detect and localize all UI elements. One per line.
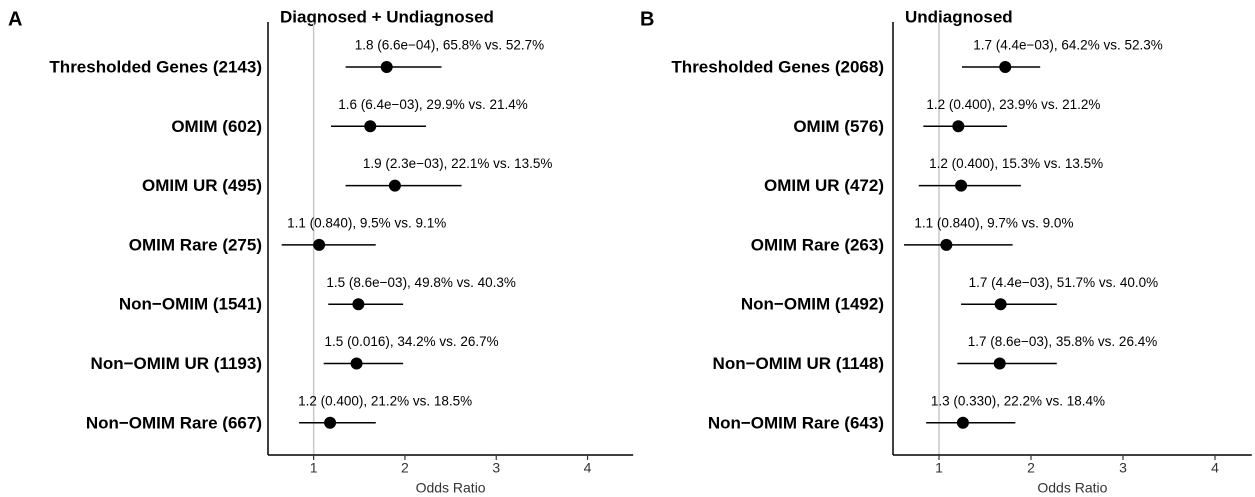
point bbox=[940, 238, 953, 251]
x-tick-label: 3 bbox=[492, 460, 500, 476]
value-label: 1.3 (0.330), 22.2% vs. 18.4% bbox=[931, 393, 1105, 408]
panel-label: A bbox=[8, 8, 22, 30]
value-label: 1.1 (0.840), 9.7% vs. 9.0% bbox=[914, 215, 1073, 230]
value-label: 1.5 (8.6e−03), 49.8% vs. 40.3% bbox=[326, 275, 515, 290]
point bbox=[955, 179, 968, 192]
category-label: OMIM Rare (275) bbox=[129, 235, 262, 254]
x-axis-label: Odds Ratio bbox=[416, 480, 486, 496]
value-label: 1.7 (8.6e−03), 35.8% vs. 26.4% bbox=[968, 334, 1158, 349]
category-label: OMIM UR (495) bbox=[142, 176, 262, 195]
category-label: Thresholded Genes (2143) bbox=[49, 57, 262, 76]
value-label: 1.2 (0.400), 23.9% vs. 21.2% bbox=[926, 97, 1100, 112]
x-tick-label: 3 bbox=[1119, 460, 1127, 476]
value-label: 1.2 (0.400), 15.3% vs. 13.5% bbox=[929, 156, 1103, 171]
x-tick-label: 2 bbox=[1027, 460, 1035, 476]
point bbox=[380, 61, 393, 73]
value-label: 1.2 (0.400), 21.2% vs. 18.5% bbox=[298, 393, 472, 408]
category-label: OMIM (576) bbox=[793, 117, 884, 136]
point bbox=[324, 416, 337, 429]
point bbox=[999, 61, 1012, 73]
value-label: 1.9 (2.3e−03), 22.1% vs. 13.5% bbox=[363, 156, 552, 171]
point bbox=[350, 357, 363, 370]
category-label: Thresholded Genes (2068) bbox=[671, 57, 884, 76]
point bbox=[313, 238, 326, 251]
category-label: Non−OMIM UR (1148) bbox=[713, 354, 884, 373]
category-label: Non−OMIM UR (1193) bbox=[91, 354, 262, 373]
category-label: Non−OMIM (1492) bbox=[741, 295, 884, 314]
panel-title: Undiagnosed bbox=[905, 7, 1013, 26]
category-label: Non−OMIM Rare (643) bbox=[708, 413, 884, 432]
value-label: 1.1 (0.840), 9.5% vs. 9.1% bbox=[287, 215, 446, 230]
panel-title: Diagnosed + Undiagnosed bbox=[280, 7, 494, 26]
panel-label: B bbox=[640, 8, 654, 30]
value-label: 1.5 (0.016), 34.2% vs. 26.7% bbox=[325, 334, 499, 349]
point bbox=[994, 298, 1007, 311]
point bbox=[352, 298, 365, 311]
category-label: OMIM (602) bbox=[171, 117, 262, 136]
point bbox=[364, 120, 377, 133]
point bbox=[952, 120, 965, 133]
x-tick-label: 1 bbox=[935, 460, 943, 476]
value-label: 1.7 (4.4e−03), 51.7% vs. 40.0% bbox=[969, 275, 1159, 290]
value-label: 1.8 (6.6e−04), 65.8% vs. 52.7% bbox=[355, 38, 545, 53]
x-tick-label: 2 bbox=[401, 460, 409, 476]
category-label: Non−OMIM Rare (667) bbox=[86, 413, 262, 432]
x-tick-label: 4 bbox=[584, 460, 592, 476]
x-tick-label: 1 bbox=[310, 460, 318, 476]
value-label: 1.7 (4.4e−03), 64.2% vs. 52.3% bbox=[973, 38, 1163, 53]
point bbox=[388, 179, 401, 192]
point bbox=[956, 416, 969, 429]
value-label: 1.6 (6.4e−03), 29.9% vs. 21.4% bbox=[338, 97, 527, 112]
category-label: Non−OMIM (1541) bbox=[119, 295, 262, 314]
category-label: OMIM Rare (263) bbox=[751, 235, 884, 254]
category-label: OMIM UR (472) bbox=[764, 176, 884, 195]
x-tick-label: 4 bbox=[1211, 460, 1219, 476]
x-axis-label: Odds Ratio bbox=[1037, 480, 1107, 496]
point bbox=[993, 357, 1006, 370]
